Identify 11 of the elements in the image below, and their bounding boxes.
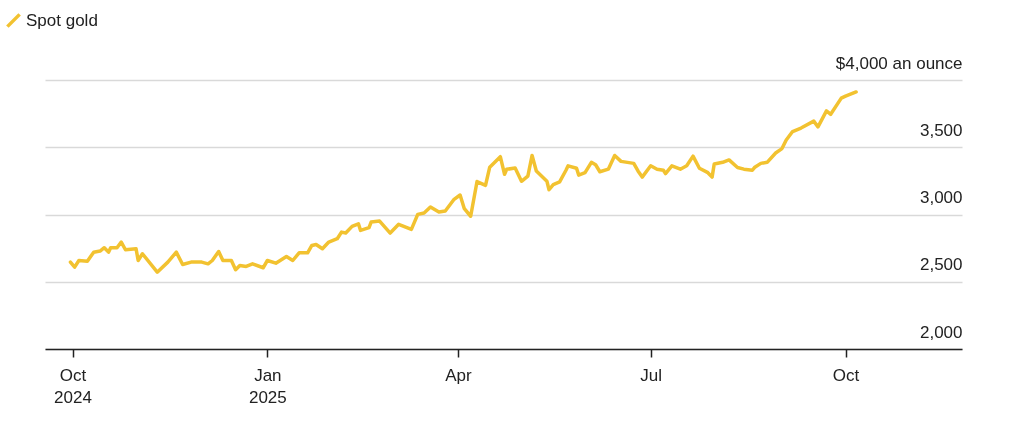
x-tick-label: Oct [832,365,860,385]
y-tick-label: 2,000 [919,322,963,342]
x-tick-label: Jul [640,365,663,385]
y-tick-label: 3,000 [919,188,963,207]
y-tick-label: 3,500 [919,120,963,140]
y-tick-label: $4,000 an ounce [835,53,963,73]
x-tick-label: Oct 2024 [54,365,92,407]
y-tick-label: 2,500 [919,255,963,275]
x-tick-label: Jan 2025 [248,365,287,407]
x-tick-label: Apr [445,365,473,385]
legend-label: Spot gold [26,10,98,30]
